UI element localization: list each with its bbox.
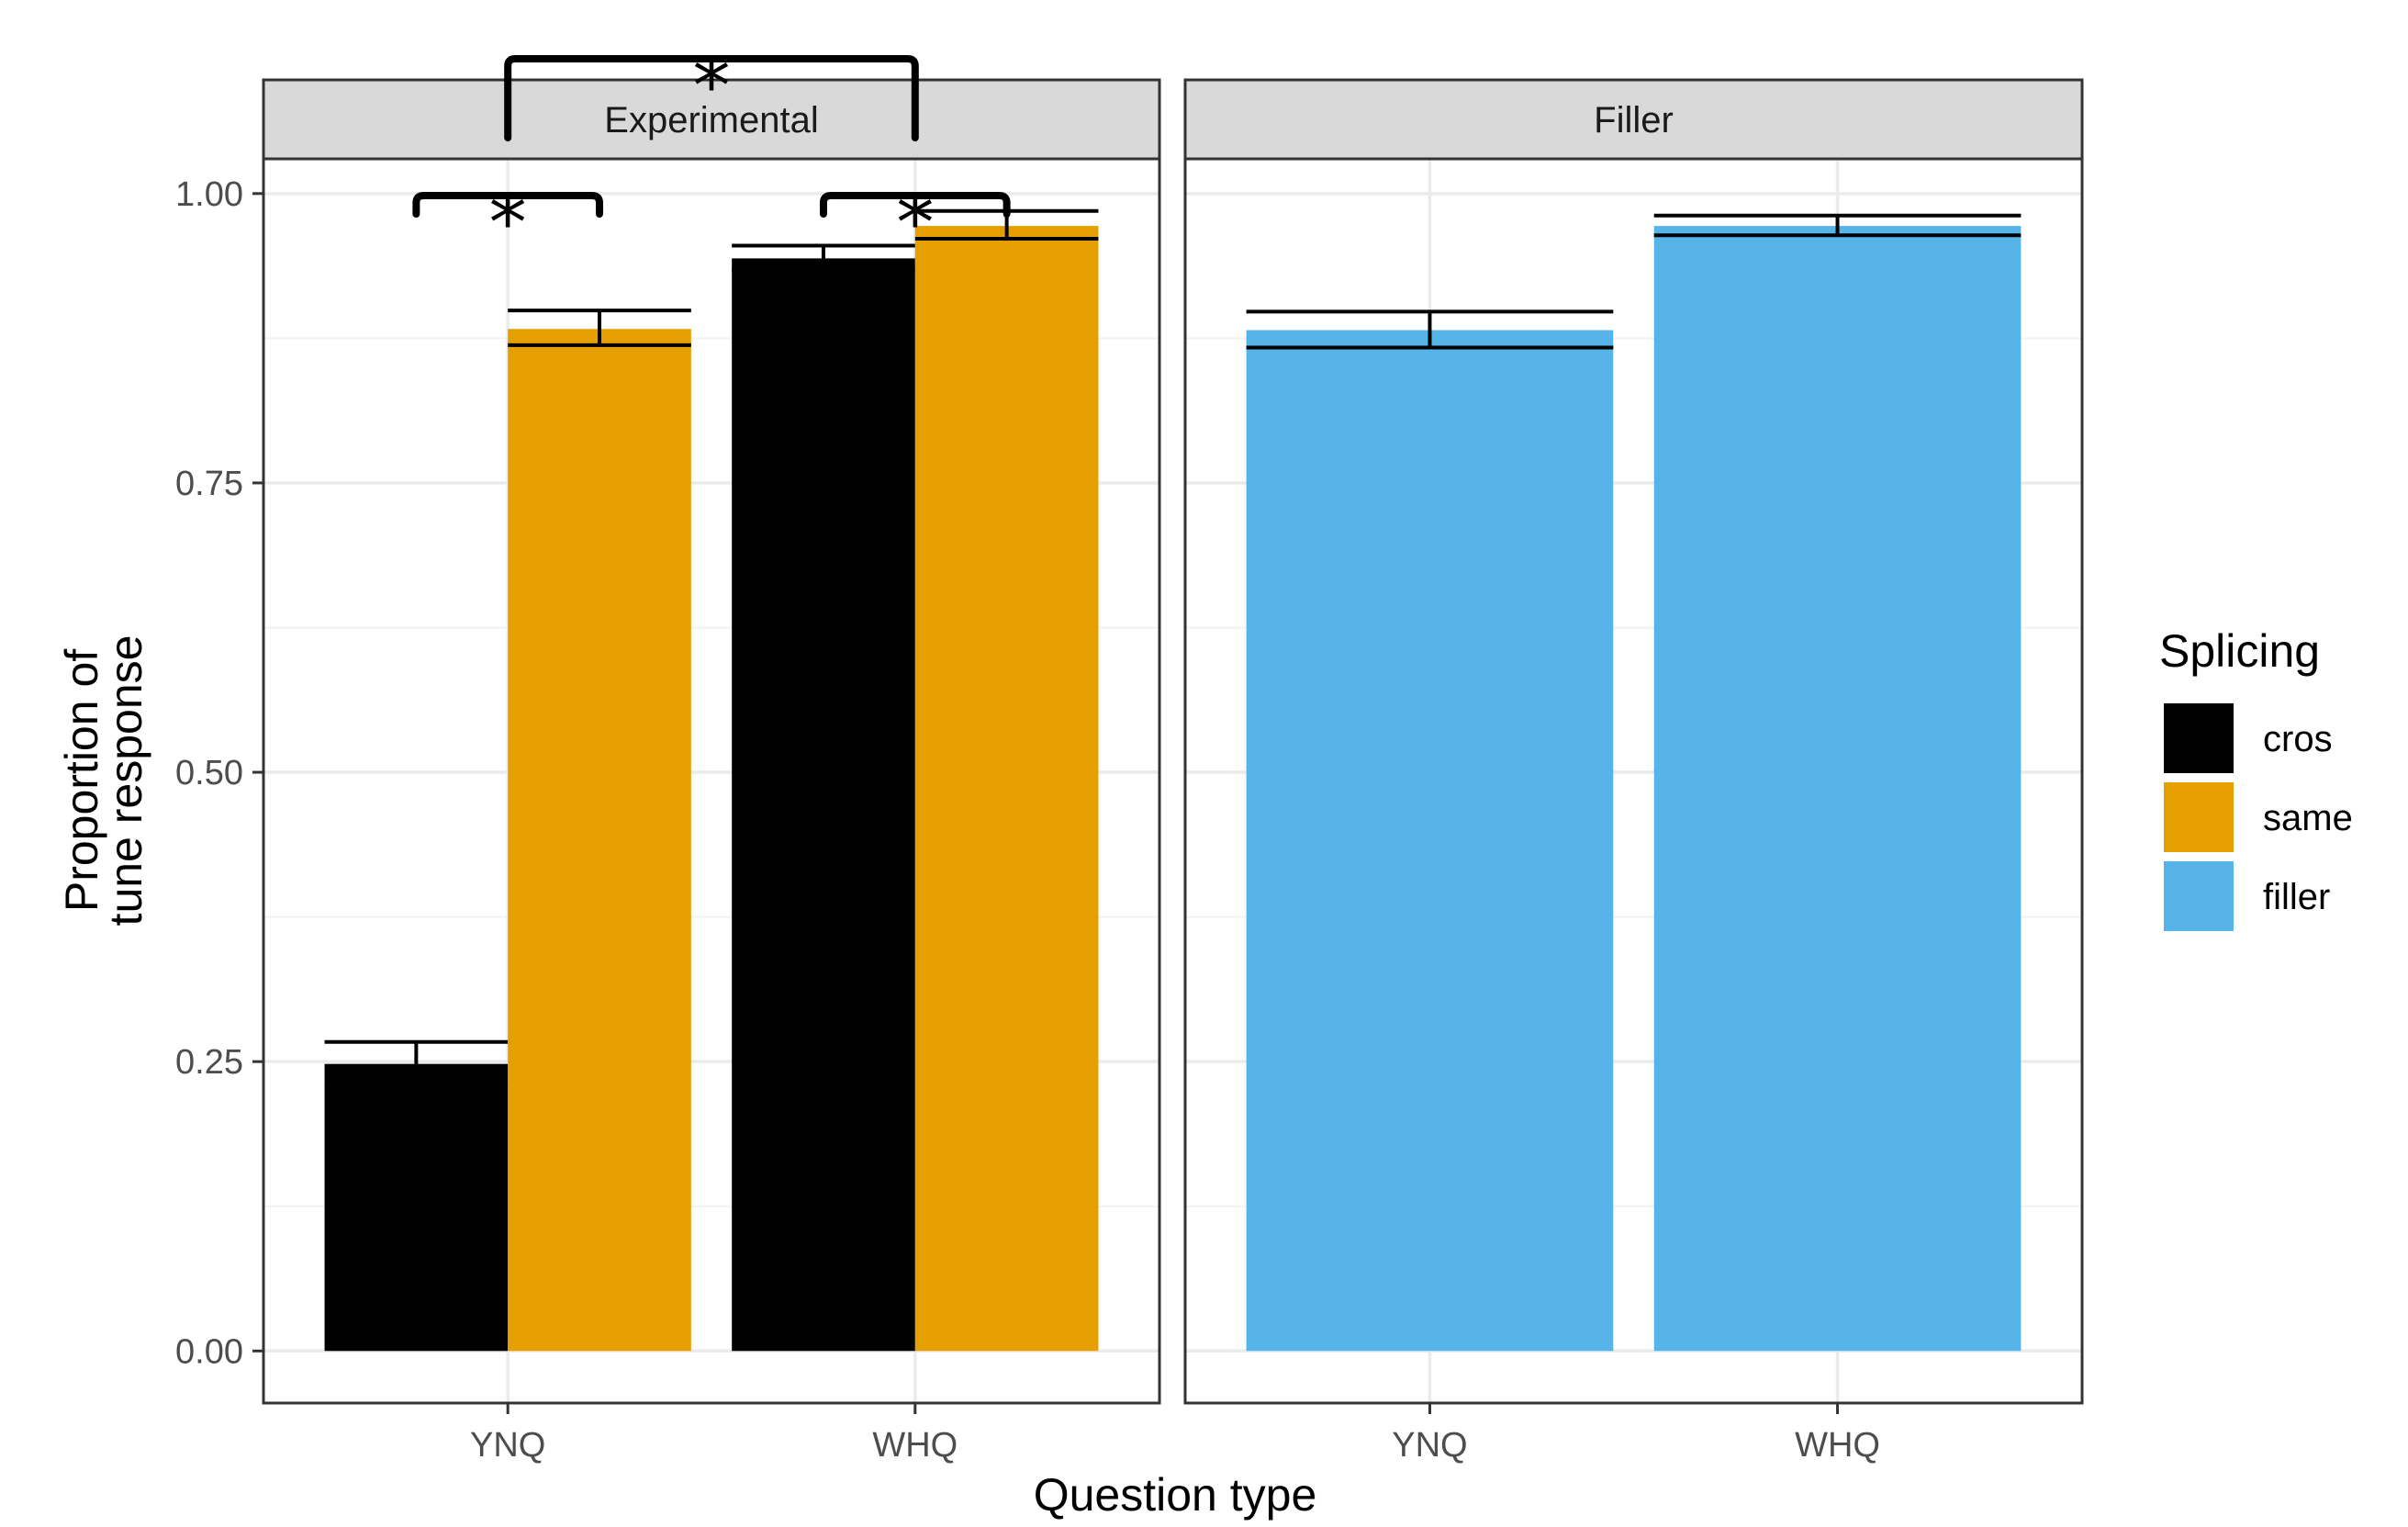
significance-bracket-whq: * [820,180,1011,267]
significance-annotations: * * * [412,43,1011,267]
legend: Splicing cros same filler [2159,625,2353,931]
significance-bracket-between-star: * [693,43,731,130]
legend-label-cros: cros [2263,719,2333,759]
facet-panels: YNQ WHQ Experimental YNQ WHQ Filler [262,78,2084,1465]
legend-key-same [2164,782,2234,852]
bar-cros-whq [732,258,915,1352]
significance-bracket-ynq: * [412,180,603,267]
facet-strip [262,78,1161,161]
y-axis: 0.00 0.25 0.50 0.75 1.00 [175,175,263,1371]
facet-panel: YNQ WHQ Filler [1183,78,2084,1465]
y-tick-label: 0.50 [175,754,243,792]
x-tick-label: WHQ [1795,1426,1880,1465]
y-tick-label: 0.00 [175,1332,243,1371]
y-axis-title-line-1: Proportion of [56,649,107,912]
facet-strip-label: Experimental [604,100,818,140]
y-axis-title: Proportion of tune response [56,635,151,926]
y-axis-title-line-2: tune response [100,635,151,926]
y-tick-label: 1.00 [175,175,243,214]
y-tick-label: 0.25 [175,1043,243,1082]
x-axis-title: Question type [1034,1469,1317,1521]
legend-key-cros [2164,703,2234,773]
legend-title: Splicing [2159,625,2320,677]
legend-label-filler: filler [2263,877,2330,917]
significance-bracket-ynq-star: * [489,180,527,267]
significance-bracket-whq-star: * [896,180,934,267]
bar-filler-whq [1653,226,2022,1352]
legend-label-same: same [2263,798,2353,838]
legend-items: cros same filler [2164,703,2353,931]
error-bar [1653,213,2022,238]
x-tick-label: WHQ [872,1426,958,1465]
facet-panel: YNQ WHQ Experimental [262,78,1161,1465]
facet-strip-label: Filler [1594,100,1674,140]
bar-same-whq [914,226,1099,1352]
facet-strip [1183,78,2084,161]
error-bar [732,243,915,273]
error-bar [1246,309,1614,350]
x-tick-label: YNQ [1392,1426,1467,1465]
legend-key-filler [2164,861,2234,931]
significance-bracket-between: * [504,43,919,141]
significance-bracket-between-line [504,55,919,141]
bar-same-ynq [508,329,691,1352]
significance-bracket-whq-line [820,192,1011,218]
x-tick-label: YNQ [470,1426,545,1465]
bar-filler-ynq [1246,330,1614,1352]
error-bar [508,309,691,347]
significance-bracket-ynq-line [412,192,603,218]
bar-cros-ynq [324,1063,509,1352]
y-tick-label: 0.75 [175,465,243,503]
error-bar [324,1039,509,1088]
